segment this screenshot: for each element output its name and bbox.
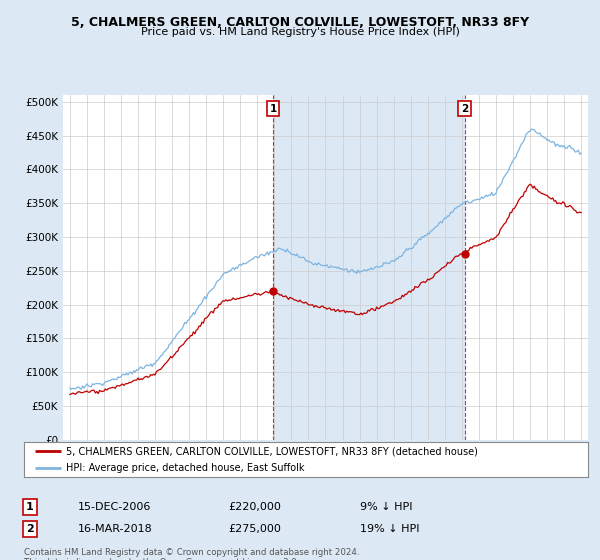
- Text: £220,000: £220,000: [228, 502, 281, 512]
- Text: Price paid vs. HM Land Registry's House Price Index (HPI): Price paid vs. HM Land Registry's House …: [140, 27, 460, 37]
- Text: 9% ↓ HPI: 9% ↓ HPI: [360, 502, 413, 512]
- Text: 5, CHALMERS GREEN, CARLTON COLVILLE, LOWESTOFT, NR33 8FY: 5, CHALMERS GREEN, CARLTON COLVILLE, LOW…: [71, 16, 529, 29]
- Text: 5, CHALMERS GREEN, CARLTON COLVILLE, LOWESTOFT, NR33 8FY (detached house): 5, CHALMERS GREEN, CARLTON COLVILLE, LOW…: [66, 446, 478, 456]
- Text: 1: 1: [26, 502, 34, 512]
- Text: 2: 2: [461, 104, 469, 114]
- Text: £275,000: £275,000: [228, 524, 281, 534]
- Text: 1: 1: [269, 104, 277, 114]
- Text: 15-DEC-2006: 15-DEC-2006: [78, 502, 151, 512]
- Text: 19% ↓ HPI: 19% ↓ HPI: [360, 524, 419, 534]
- Text: Contains HM Land Registry data © Crown copyright and database right 2024.
This d: Contains HM Land Registry data © Crown c…: [24, 548, 359, 560]
- Text: HPI: Average price, detached house, East Suffolk: HPI: Average price, detached house, East…: [66, 464, 305, 473]
- Text: 16-MAR-2018: 16-MAR-2018: [78, 524, 153, 534]
- Bar: [273, 95, 465, 440]
- Text: 2: 2: [26, 524, 34, 534]
